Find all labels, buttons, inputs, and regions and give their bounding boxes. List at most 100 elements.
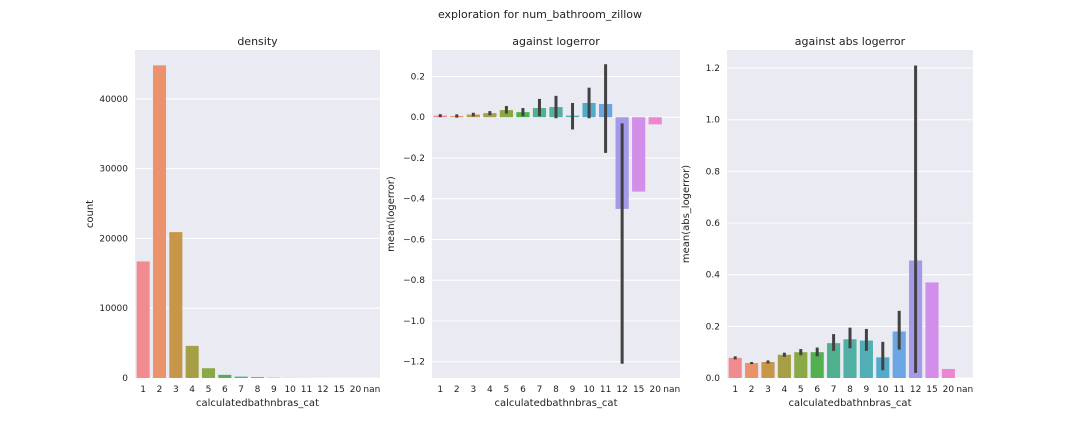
- x-tick-label: 7: [831, 385, 837, 395]
- x-tick-label: 8: [847, 385, 853, 395]
- x-axis-label: calculatedbathnbras_cat: [495, 398, 618, 409]
- bar: [827, 343, 841, 378]
- y-tick-label: 0.4: [706, 271, 721, 281]
- bar: [234, 376, 248, 378]
- x-tick-label: 4: [782, 385, 788, 395]
- x-tick-label: 3: [470, 385, 476, 395]
- chart-panel-2: −1.2−1.0−0.8−0.6−0.4−0.20.00.21 2 3 4 5 6 7 8 9 1…: [386, 35, 680, 409]
- y-tick-label: 0.2: [411, 72, 425, 82]
- x-tick-label: 11: [893, 385, 904, 395]
- x-tick-label: 6: [520, 385, 526, 395]
- x-tick-label: 20: [943, 385, 955, 395]
- chart-panel-3: 0.00.20.40.60.81.01.21 2 3 4 5 6 7 8 9 10 11 12 15 20…: [681, 35, 973, 409]
- x-tick-label: 3: [765, 385, 771, 395]
- bar: [201, 368, 216, 378]
- y-tick-label: 10000: [99, 304, 128, 314]
- x-tick-label: 5: [206, 385, 212, 395]
- x-tick-label: 7: [537, 385, 543, 395]
- x-tick-label: 9: [271, 385, 277, 395]
- bar: [843, 339, 857, 378]
- bar: [499, 110, 514, 118]
- y-tick-label: 1.0: [706, 116, 721, 126]
- x-tick-label: 2: [157, 385, 163, 395]
- y-tick-label: 0: [122, 374, 128, 384]
- y-tick-label: −0.2: [403, 154, 425, 164]
- x-tick-label: 10: [284, 385, 296, 395]
- bar: [941, 368, 955, 378]
- x-tick-label: 6: [222, 385, 228, 395]
- bar: [794, 352, 808, 378]
- x-axis-label: calculatedbathnbras_cat: [789, 398, 912, 409]
- bar: [745, 363, 759, 378]
- x-tick-label: nan: [663, 385, 680, 395]
- bar: [136, 261, 150, 378]
- x-tick-label: 10: [583, 385, 595, 395]
- y-tick-label: 30000: [99, 165, 128, 175]
- chart-title: against abs logerror: [795, 35, 906, 48]
- x-tick-label: 5: [504, 385, 510, 395]
- y-tick-label: 0.0: [706, 374, 721, 384]
- x-tick-label: 2: [749, 385, 755, 395]
- bar: [483, 113, 497, 118]
- x-axis-label: calculatedbathnbras_cat: [196, 398, 319, 409]
- x-tick-label: 1: [140, 385, 146, 395]
- x-tick-label: 1: [732, 385, 738, 395]
- bar: [859, 340, 873, 378]
- y-tick-label: −0.6: [403, 235, 425, 245]
- x-tick-label: 4: [189, 385, 195, 395]
- figure-title: exploration for num_bathroom_zillow: [438, 8, 642, 21]
- chart-title: density: [237, 35, 278, 48]
- x-tick-label: 12: [616, 385, 627, 395]
- y-tick-label: 0.8: [706, 167, 721, 177]
- bar: [648, 117, 662, 125]
- bar: [728, 357, 742, 378]
- x-tick-label: 15: [926, 385, 937, 395]
- bar: [925, 282, 939, 378]
- bar: [218, 374, 232, 378]
- y-tick-label: 0.0: [411, 113, 426, 123]
- x-tick-label: 15: [333, 385, 344, 395]
- x-tick-label: 3: [173, 385, 179, 395]
- x-tick-label: 1: [437, 385, 443, 395]
- y-tick-label: 0.6: [706, 219, 721, 229]
- x-tick-label: 4: [487, 385, 493, 395]
- bar: [169, 232, 183, 378]
- bar: [152, 65, 167, 378]
- x-tick-label: 12: [317, 385, 328, 395]
- y-tick-label: −1.0: [403, 317, 425, 327]
- bar: [761, 361, 775, 378]
- y-tick-label: 40000: [99, 95, 128, 105]
- x-tick-label: 8: [553, 385, 559, 395]
- x-tick-label: nan: [956, 385, 973, 395]
- x-tick-label: 15: [633, 385, 644, 395]
- x-tick-label: 11: [301, 385, 312, 395]
- bar: [185, 345, 199, 378]
- y-tick-label: 0.2: [706, 322, 720, 332]
- bar: [777, 354, 791, 378]
- x-tick-label: 2: [454, 385, 460, 395]
- y-tick-label: −1.2: [403, 358, 425, 368]
- y-axis-label: count: [85, 200, 96, 228]
- bar: [250, 377, 265, 378]
- y-tick-label: −0.4: [403, 195, 425, 205]
- y-tick-label: 1.2: [706, 64, 720, 74]
- x-tick-label: 10: [877, 385, 889, 395]
- y-axis-label: mean(abs_logerror): [681, 165, 692, 263]
- x-tick-label: 9: [570, 385, 576, 395]
- bar: [632, 117, 646, 192]
- bar: [892, 331, 906, 378]
- x-tick-label: 12: [910, 385, 921, 395]
- y-tick-label: 20000: [99, 234, 128, 244]
- bar: [810, 352, 824, 378]
- x-tick-label: 8: [255, 385, 261, 395]
- y-tick-label: −0.8: [403, 276, 425, 286]
- x-tick-label: 5: [798, 385, 804, 395]
- x-tick-label: 9: [864, 385, 870, 395]
- x-tick-label: 20: [350, 385, 362, 395]
- x-tick-label: 11: [600, 385, 611, 395]
- y-axis-label: mean(logerror): [386, 176, 397, 252]
- x-tick-label: 7: [238, 385, 244, 395]
